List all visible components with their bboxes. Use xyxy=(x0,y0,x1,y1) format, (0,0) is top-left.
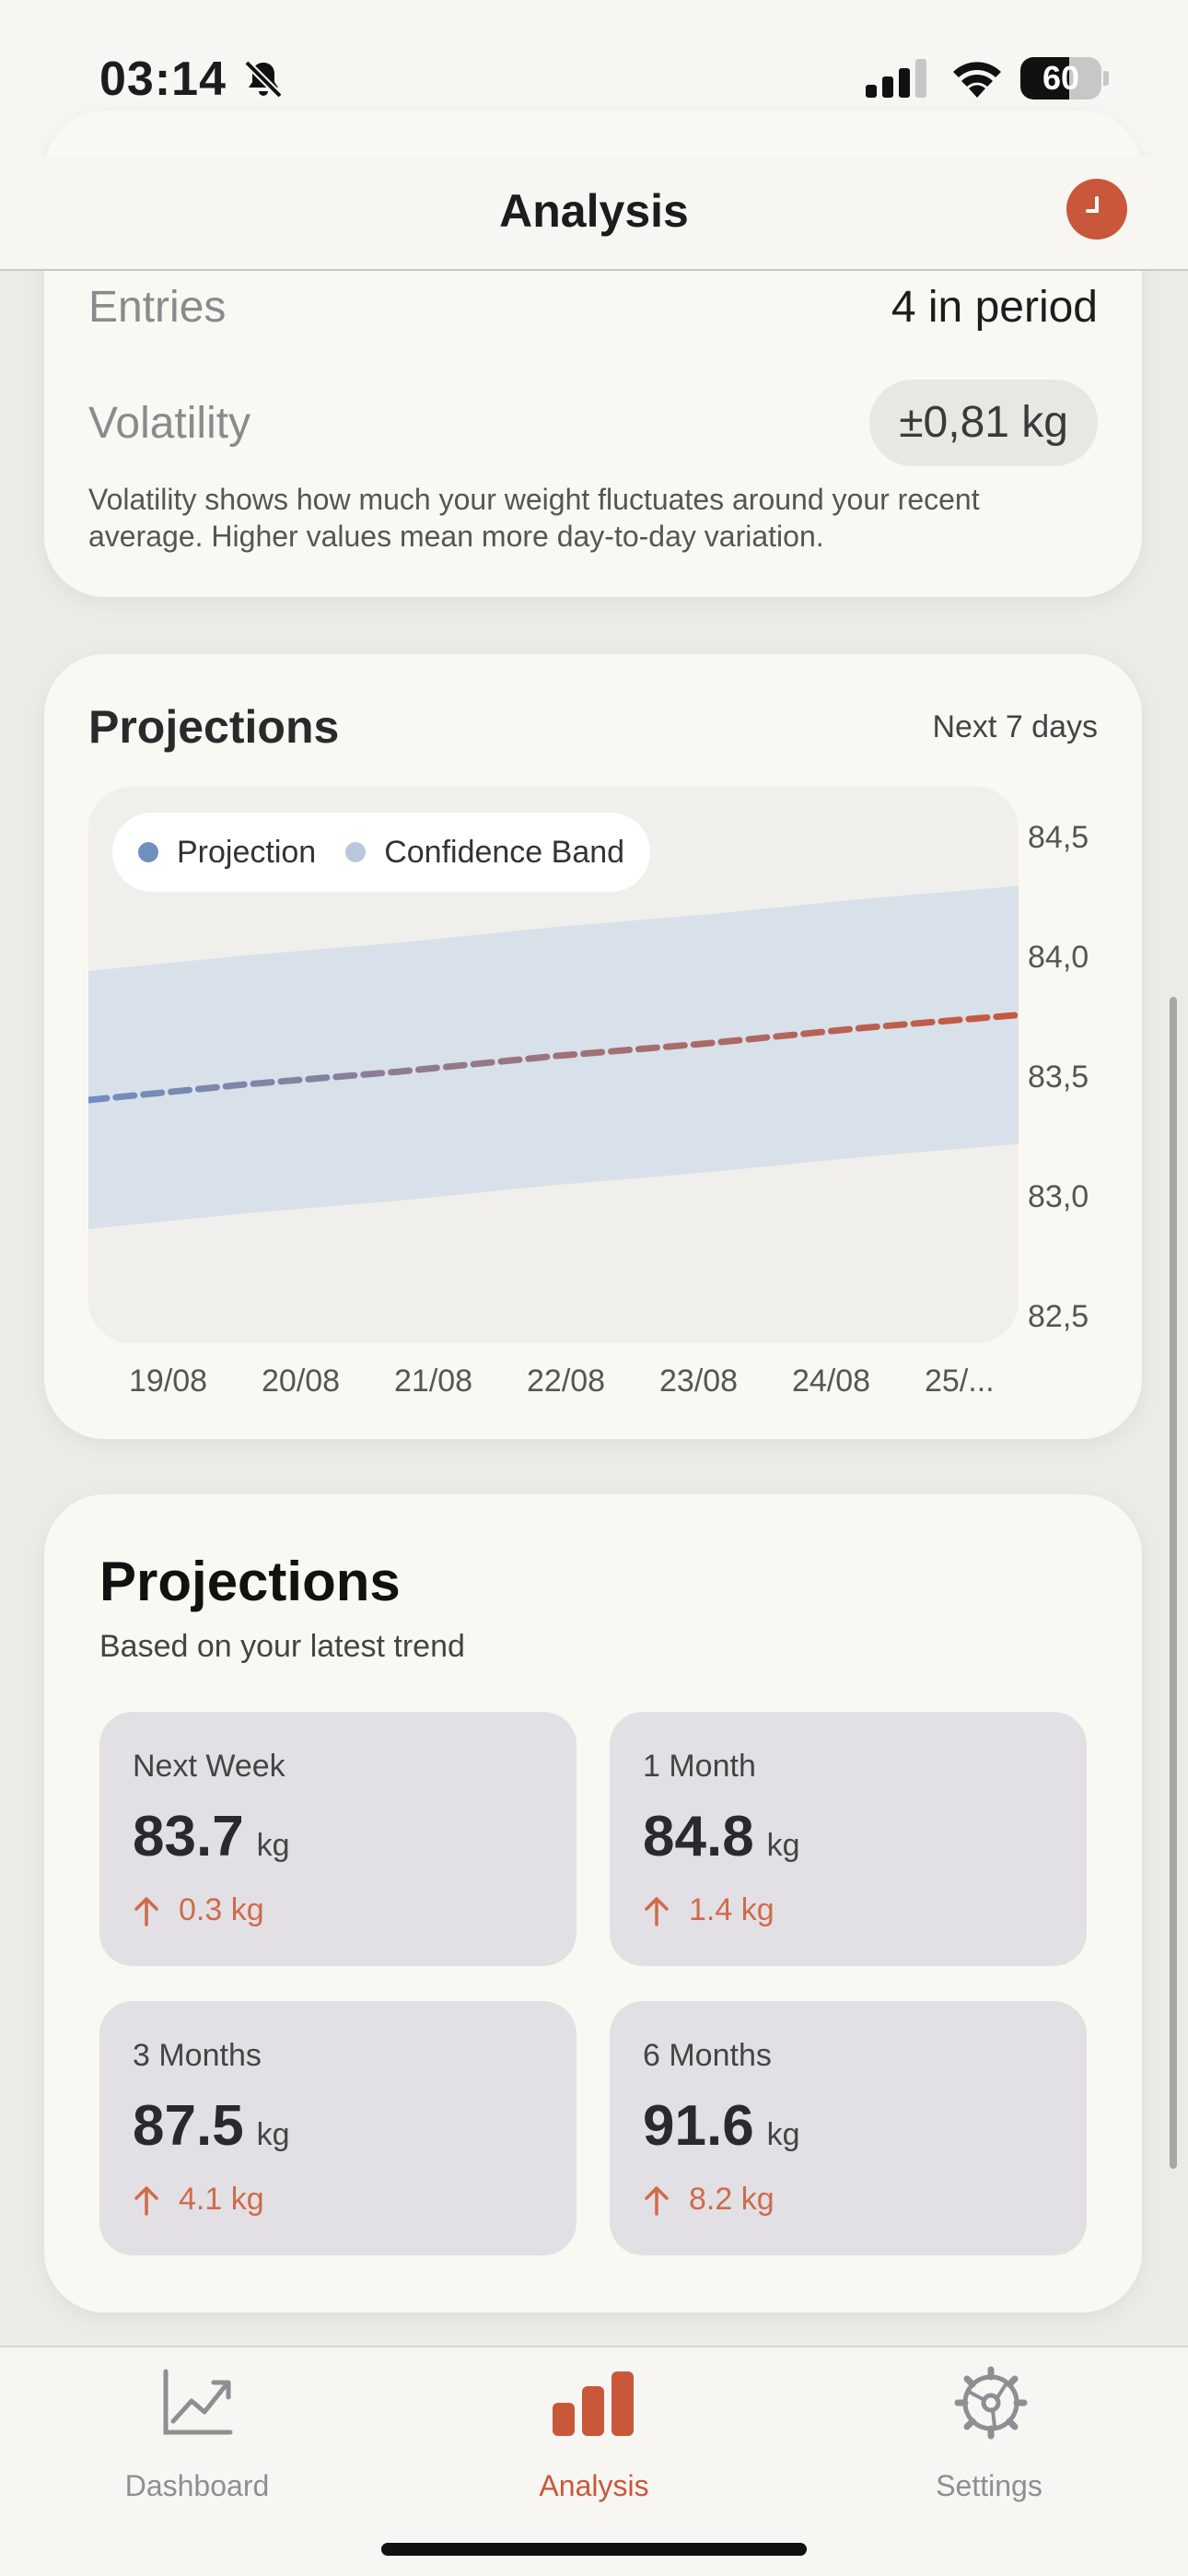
bar-chart-icon xyxy=(553,2371,634,2436)
battery-percent: 60 xyxy=(1042,59,1080,97)
arrow-up-icon xyxy=(134,2185,158,2216)
projection-chart-card: Projections Next 7 days Projection Confi… xyxy=(44,654,1142,1439)
legend-confidence-label: Confidence Band xyxy=(384,834,625,870)
entries-label: Entries xyxy=(88,283,227,332)
battery-indicator: 60 xyxy=(1020,57,1109,100)
projection-chart xyxy=(88,885,1019,1229)
projection-dot-icon xyxy=(138,842,158,862)
tile-value: 83.7 kg xyxy=(133,1805,290,1868)
chart-plot-area[interactable]: Projection Confidence Band xyxy=(88,787,1019,1343)
legend-confidence: Confidence Band xyxy=(345,835,624,871)
legend-projection: Projection xyxy=(138,835,316,871)
gear-icon xyxy=(954,2366,1028,2440)
tab-settings[interactable]: Settings xyxy=(851,2348,1127,2513)
tile-value: 84.8 kg xyxy=(643,1805,800,1868)
home-indicator[interactable] xyxy=(381,2543,807,2556)
legend-projection-label: Projection xyxy=(177,834,317,870)
volatility-value: ±0,81 kg xyxy=(869,380,1098,466)
signal-icon xyxy=(866,59,926,98)
page-title: Analysis xyxy=(499,185,689,237)
tab-label: Settings xyxy=(936,2469,1042,2502)
arrow-up-icon xyxy=(645,1896,669,1926)
x-tick-label: 21/08 xyxy=(394,1364,473,1399)
projections-subtitle: Based on your latest trend xyxy=(99,1629,465,1664)
tile-label: 1 Month xyxy=(643,1749,756,1784)
x-tick-label: 25/... xyxy=(925,1364,995,1399)
confidence-dot-icon xyxy=(345,842,367,862)
y-tick-label: 84,5 xyxy=(1028,820,1089,855)
tab-label: Dashboard xyxy=(124,2469,270,2502)
tile-value: 91.6 kg xyxy=(643,2094,800,2158)
volatility-label: Volatility xyxy=(88,399,251,448)
projection-tile-3-months: 3 Months 87.5 kg 4.1 kg xyxy=(99,2001,577,2255)
volatility-description: Volatility shows how much your weight fl… xyxy=(88,483,980,553)
y-tick-label: 82,5 xyxy=(1028,1299,1089,1334)
navigation-bar: Analysis xyxy=(0,157,1188,271)
tab-bar: Dashboard Analysis xyxy=(0,2346,1188,2576)
clock-icon xyxy=(1086,196,1099,213)
x-tick-label: 23/08 xyxy=(659,1364,739,1399)
y-tick-label: 84,0 xyxy=(1028,940,1089,975)
chart-period: Next 7 days xyxy=(932,709,1098,744)
tab-dashboard[interactable]: Dashboard xyxy=(59,2348,335,2513)
x-tick-label: 19/08 xyxy=(129,1364,208,1399)
wifi-icon xyxy=(953,62,1001,98)
y-tick-label: 83,5 xyxy=(1028,1060,1089,1095)
tile-label: 3 Months xyxy=(133,2038,262,2073)
tab-analysis[interactable]: Analysis xyxy=(456,2348,732,2513)
projections-title: Projections xyxy=(99,1551,401,1612)
history-button[interactable] xyxy=(1066,179,1127,240)
tile-change: 8.2 kg xyxy=(643,2182,775,2218)
bell-slash-icon xyxy=(244,60,283,99)
tab-label: Analysis xyxy=(539,2469,649,2502)
tile-value: 87.5 kg xyxy=(133,2094,290,2158)
chart-line-icon xyxy=(163,2369,233,2435)
chart-title: Projections xyxy=(88,701,340,753)
tile-label: Next Week xyxy=(133,1749,285,1784)
projection-tile-6-months: 6 Months 91.6 kg 8.2 kg xyxy=(610,2001,1087,2255)
projection-tile-next-week: Next Week 83.7 kg 0.3 kg xyxy=(99,1712,577,1966)
tile-change: 1.4 kg xyxy=(643,1892,775,1928)
entries-value: 4 in period xyxy=(891,283,1098,332)
x-tick-label: 20/08 xyxy=(262,1364,341,1399)
tile-label: 6 Months xyxy=(643,2038,772,2073)
chart-legend: Projection Confidence Band xyxy=(112,813,651,892)
x-tick-label: 24/08 xyxy=(792,1364,871,1399)
arrow-up-icon xyxy=(645,2185,669,2216)
scroll-indicator[interactable] xyxy=(1170,997,1177,2169)
tile-change: 0.3 kg xyxy=(133,1892,264,1928)
projections-summary-card: Projections Based on your latest trend N… xyxy=(44,1494,1142,2313)
y-tick-label: 83,0 xyxy=(1028,1179,1089,1214)
projection-tile-1-month: 1 Month 84.8 kg 1.4 kg xyxy=(610,1712,1087,1966)
x-tick-label: 22/08 xyxy=(527,1364,606,1399)
projection-line xyxy=(88,1012,1019,1104)
status-time: 03:14 xyxy=(99,53,227,106)
arrow-up-icon xyxy=(134,1896,158,1926)
tile-change: 4.1 kg xyxy=(133,2182,264,2218)
